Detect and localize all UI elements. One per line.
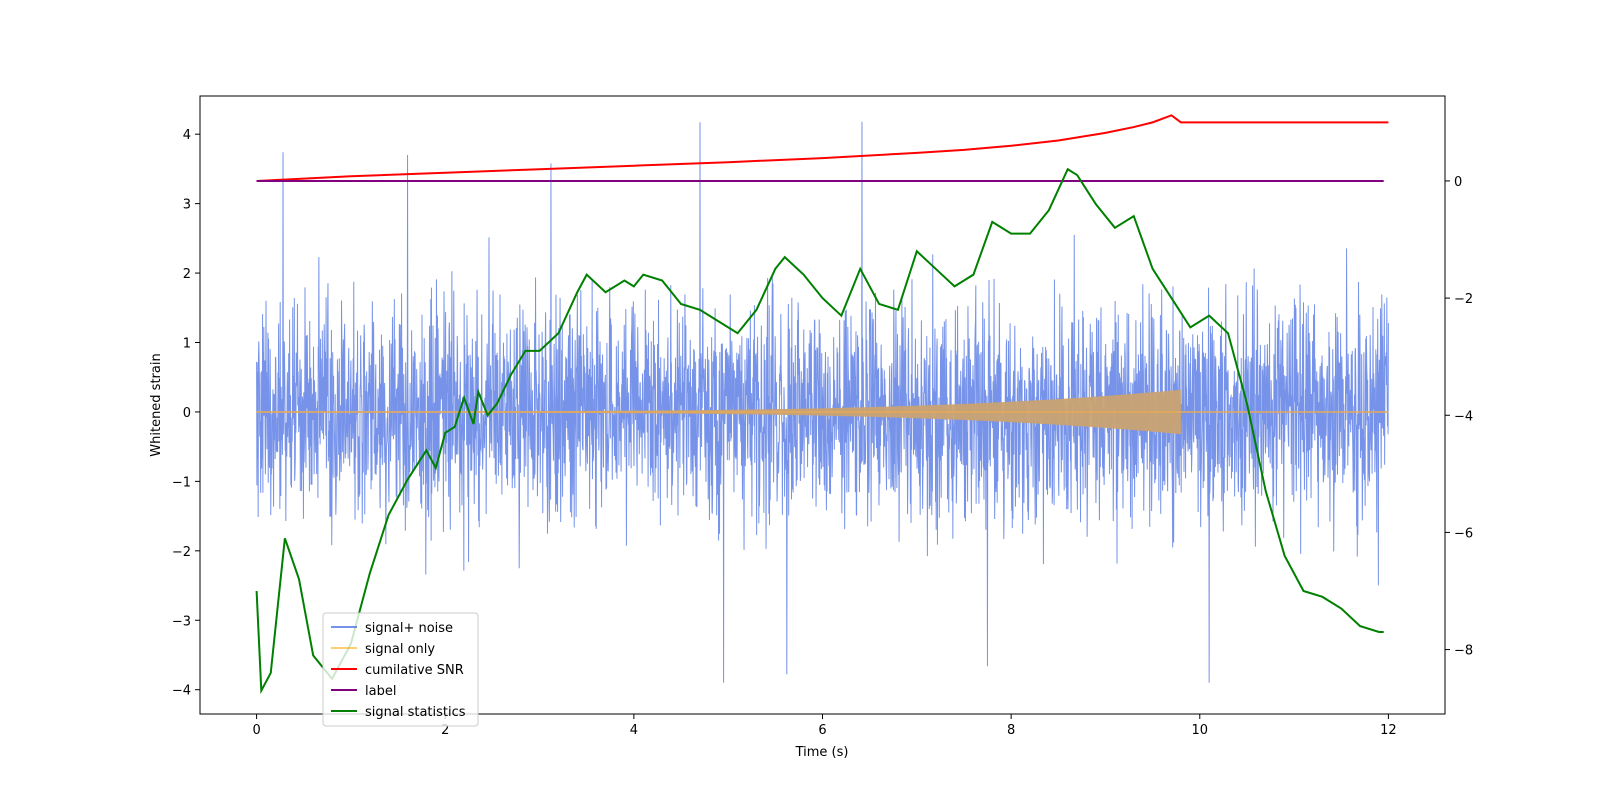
- legend-label: signal only: [365, 642, 435, 657]
- series-signal-noise: [256, 121, 1389, 683]
- legend-label: signal statistics: [365, 705, 466, 720]
- legend: signal+ noise signal only cumilative SNR la…: [322, 612, 479, 727]
- y-tick-label: −1: [172, 475, 191, 490]
- y-tick-label: −3: [172, 614, 191, 629]
- y-tick-label: 3: [183, 198, 191, 213]
- y-tick-label: 0: [183, 406, 191, 421]
- y2-tick-label: −2: [1454, 292, 1473, 307]
- series-signal-statistics: [255, 167, 1384, 695]
- x-tick-label: 10: [1191, 723, 1208, 738]
- y2-tick-label: −6: [1454, 526, 1473, 541]
- legend-box: [322, 612, 479, 727]
- y-tick-label: −4: [172, 684, 191, 699]
- legend-label: cumilative SNR: [365, 663, 464, 678]
- x-tick-label: 12: [1380, 723, 1397, 738]
- legend-label: signal+ noise: [365, 621, 453, 636]
- y-axis-label: Whitened strain: [149, 353, 164, 456]
- series-cumilative-snr: [256, 114, 1389, 182]
- y-axis-left: −4 −3 −2 −1 0 1 2 3 4: [172, 128, 200, 699]
- y-axis-right: −8 −6 −4 −2 0: [1445, 175, 1473, 659]
- y-tick-label: 2: [183, 267, 191, 282]
- x-tick-label: 0: [252, 723, 260, 738]
- x-axis-label: Time (s): [795, 745, 849, 760]
- y-tick-label: 4: [183, 128, 191, 143]
- x-tick-label: 4: [630, 723, 638, 738]
- y2-tick-label: −8: [1454, 644, 1473, 659]
- x-tick-label: 6: [818, 723, 826, 738]
- x-axis: 0 2 4 6 8 10 12: [252, 714, 1397, 738]
- y2-tick-label: 0: [1454, 175, 1462, 190]
- legend-label: label: [365, 684, 396, 699]
- y-tick-label: −2: [172, 545, 191, 560]
- x-tick-label: 8: [1007, 723, 1015, 738]
- x-tick-label: 2: [441, 723, 449, 738]
- y2-tick-label: −4: [1454, 409, 1473, 424]
- plot-area: [255, 114, 1389, 695]
- y-tick-label: 1: [183, 337, 191, 352]
